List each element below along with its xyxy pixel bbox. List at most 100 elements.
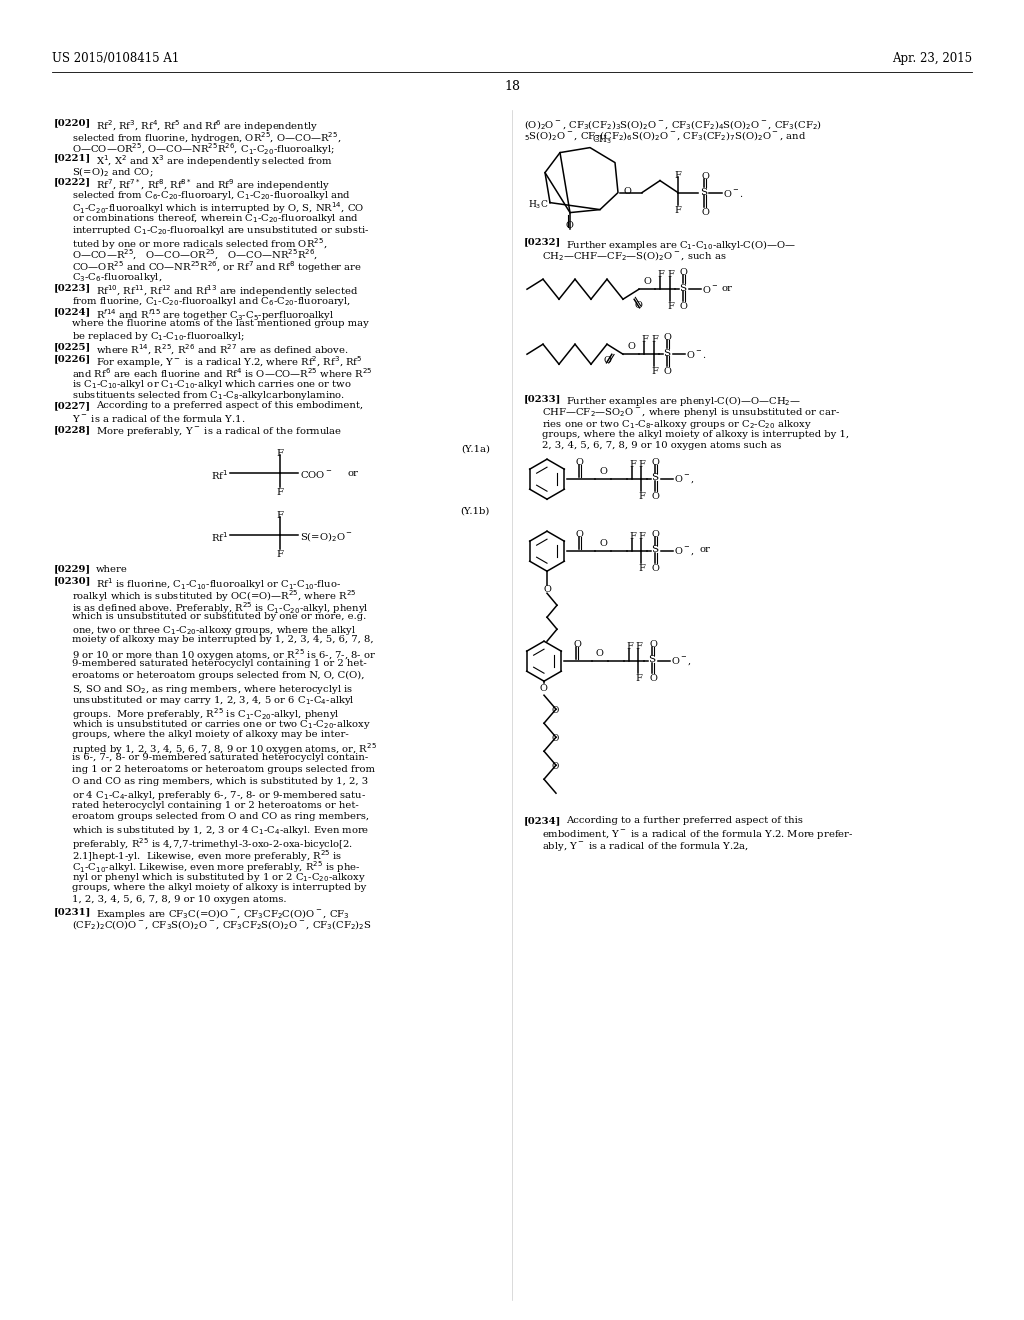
Text: ing 1 or 2 heteroatoms or heteroatom groups selected from: ing 1 or 2 heteroatoms or heteroatom gro… bbox=[72, 766, 375, 775]
Text: O: O bbox=[596, 649, 604, 659]
Text: F: F bbox=[276, 549, 283, 558]
Text: F: F bbox=[641, 335, 648, 345]
Text: S: S bbox=[648, 655, 655, 664]
Text: [0230]: [0230] bbox=[54, 577, 91, 585]
Text: 9-membered saturated heterocyclyl containing 1 or 2 het-: 9-membered saturated heterocyclyl contai… bbox=[72, 659, 367, 668]
Text: O: O bbox=[552, 762, 559, 771]
Text: COO$^-$: COO$^-$ bbox=[300, 469, 333, 479]
Text: S: S bbox=[700, 187, 708, 197]
Text: F: F bbox=[629, 461, 636, 469]
Text: ably, Y$^-$ is a radical of the formula Y.2a,: ably, Y$^-$ is a radical of the formula … bbox=[542, 840, 749, 853]
Text: is C$_1$-C$_{10}$-alkyl or C$_1$-C$_{10}$-alkyl which carries one or two: is C$_1$-C$_{10}$-alkyl or C$_1$-C$_{10}… bbox=[72, 378, 352, 391]
Text: [0223]: [0223] bbox=[54, 284, 91, 292]
Text: which is substituted by 1, 2, 3 or 4 C$_1$-C$_4$-alkyl. Even more: which is substituted by 1, 2, 3 or 4 C$_… bbox=[72, 824, 370, 837]
Text: F: F bbox=[626, 643, 633, 651]
Text: CO—OR$^{25}$ and CO—NR$^{25}$R$^{26}$, or Rf$^7$ and Rf$^8$ together are: CO—OR$^{25}$ and CO—NR$^{25}$R$^{26}$, o… bbox=[72, 260, 362, 276]
Text: CH$_3$: CH$_3$ bbox=[592, 133, 612, 147]
Text: O: O bbox=[599, 539, 607, 548]
Text: F: F bbox=[635, 643, 642, 651]
Text: (O)$_2$O$^-$, CF$_3$(CF$_2$)$_3$S(O)$_2$O$^-$, CF$_3$(CF$_2$)$_4$S(O)$_2$O$^-$, : (O)$_2$O$^-$, CF$_3$(CF$_2$)$_3$S(O)$_2$… bbox=[524, 117, 822, 132]
Text: [0231]: [0231] bbox=[54, 907, 91, 916]
Text: eroatoms or heteroatom groups selected from N, O, C(O),: eroatoms or heteroatom groups selected f… bbox=[72, 671, 365, 680]
Text: S, SO and SO$_2$, as ring members, where heterocyclyl is: S, SO and SO$_2$, as ring members, where… bbox=[72, 682, 353, 696]
Text: 18: 18 bbox=[504, 81, 520, 92]
Text: [0224]: [0224] bbox=[54, 306, 91, 315]
Text: embodiment, Y$^-$ is a radical of the formula Y.2. More prefer-: embodiment, Y$^-$ is a radical of the fo… bbox=[542, 828, 853, 841]
Text: groups, where the alkyl moiety of alkoxy is interrupted by 1,: groups, where the alkyl moiety of alkoxy… bbox=[542, 429, 849, 438]
Text: O: O bbox=[652, 531, 659, 539]
Text: groups, where the alkyl moiety of alkoxy is interrupted by: groups, where the alkyl moiety of alkoxy… bbox=[72, 883, 367, 892]
Text: F: F bbox=[674, 170, 681, 180]
Text: More preferably, Y$^-$ is a radical of the formulae: More preferably, Y$^-$ is a radical of t… bbox=[96, 425, 342, 438]
Text: C$_3$-C$_6$-fluoroalkyl,: C$_3$-C$_6$-fluoroalkyl, bbox=[72, 272, 162, 284]
Text: O$^-$,: O$^-$, bbox=[674, 545, 695, 557]
Text: Rf$^1$: Rf$^1$ bbox=[211, 531, 228, 544]
Text: O: O bbox=[652, 564, 659, 573]
Text: For example, Y$^-$ is a radical Y.2, where Rf$^2$, Rf$^3$, Rf$^5$: For example, Y$^-$ is a radical Y.2, whe… bbox=[96, 354, 362, 370]
Text: H$_3$C: H$_3$C bbox=[528, 198, 549, 211]
Text: F: F bbox=[674, 206, 681, 215]
Text: O$^-$,: O$^-$, bbox=[674, 473, 695, 484]
Text: Further examples are phenyl-C(O)—O—CH$_2$—: Further examples are phenyl-C(O)—O—CH$_2… bbox=[566, 395, 801, 408]
Text: O: O bbox=[599, 467, 607, 477]
Text: S: S bbox=[651, 473, 658, 482]
Text: (Y.1b): (Y.1b) bbox=[461, 507, 490, 516]
Text: O: O bbox=[664, 333, 672, 342]
Text: O$^-$.: O$^-$. bbox=[723, 187, 744, 198]
Text: F: F bbox=[276, 511, 283, 520]
Text: groups, where the alkyl moiety of alkoxy may be inter-: groups, where the alkyl moiety of alkoxy… bbox=[72, 730, 349, 739]
Text: F: F bbox=[638, 461, 645, 469]
Text: R$^{f14}$ and R$^{f15}$ are together C$_3$-C$_5$-perfluoroalkyl: R$^{f14}$ and R$^{f15}$ are together C$_… bbox=[96, 306, 334, 322]
Text: or combinations thereof, wherein C$_1$-C$_{20}$-fluoroalkyl and: or combinations thereof, wherein C$_1$-C… bbox=[72, 213, 358, 226]
Text: C$_1$-C$_{20}$-fluoroalkyl which is interrupted by O, S, NR$^{14}$, CO: C$_1$-C$_{20}$-fluoroalkyl which is inte… bbox=[72, 201, 365, 216]
Text: which is unsubstituted or carries one or two C$_1$-C$_{20}$-alkoxy: which is unsubstituted or carries one or… bbox=[72, 718, 371, 731]
Text: rupted by 1, 2, 3, 4, 5, 6, 7, 8, 9 or 10 oxygen atoms, or, R$^{25}$: rupted by 1, 2, 3, 4, 5, 6, 7, 8, 9 or 1… bbox=[72, 742, 377, 758]
Text: O: O bbox=[566, 220, 573, 230]
Text: O$^-$,: O$^-$, bbox=[671, 655, 692, 667]
Text: S(=O)$_2$O$^-$: S(=O)$_2$O$^-$ bbox=[300, 531, 353, 544]
Text: O: O bbox=[573, 640, 581, 649]
Text: Rf$^{10}$, Rf$^{11}$, Rf$^{12}$ and Rf$^{13}$ are independently selected: Rf$^{10}$, Rf$^{11}$, Rf$^{12}$ and Rf$^… bbox=[96, 284, 358, 300]
Text: F: F bbox=[276, 487, 283, 496]
Text: or: or bbox=[722, 284, 733, 293]
Text: O: O bbox=[649, 675, 656, 684]
Text: or: or bbox=[699, 545, 710, 554]
Text: F: F bbox=[667, 271, 674, 280]
Text: O: O bbox=[603, 356, 611, 366]
Text: O: O bbox=[652, 458, 659, 467]
Text: selected from fluorine, hydrogen, OR$^{25}$, O—CO—R$^{25}$,: selected from fluorine, hydrogen, OR$^{2… bbox=[72, 129, 341, 145]
Text: F: F bbox=[629, 532, 636, 541]
Text: [0227]: [0227] bbox=[54, 401, 91, 411]
Text: [0229]: [0229] bbox=[54, 565, 91, 574]
Text: O: O bbox=[680, 268, 688, 277]
Text: O: O bbox=[680, 302, 688, 312]
Text: Y$^-$ is a radical of the formula Y.1.: Y$^-$ is a radical of the formula Y.1. bbox=[72, 413, 246, 424]
Text: O: O bbox=[575, 531, 584, 539]
Text: O—CO—OR$^{25}$, O—CO—NR$^{25}$R$^{26}$, C$_1$-C$_{20}$-fluoroalkyl;: O—CO—OR$^{25}$, O—CO—NR$^{25}$R$^{26}$, … bbox=[72, 141, 335, 157]
Text: O: O bbox=[575, 458, 584, 467]
Text: O: O bbox=[664, 367, 672, 376]
Text: US 2015/0108415 A1: US 2015/0108415 A1 bbox=[52, 51, 179, 65]
Text: Examples are CF$_3$C(=O)O$^-$, CF$_3$CF$_2$C(O)O$^-$, CF$_3$: Examples are CF$_3$C(=O)O$^-$, CF$_3$CF$… bbox=[96, 907, 350, 921]
Text: F: F bbox=[651, 367, 657, 376]
Text: O: O bbox=[623, 186, 631, 195]
Text: [0233]: [0233] bbox=[524, 395, 561, 403]
Text: 9 or 10 or more than 10 oxygen atoms, or R$^{25}$ is 6-, 7-, 8- or: 9 or 10 or more than 10 oxygen atoms, or… bbox=[72, 647, 376, 663]
Text: ries one or two C$_1$-C$_8$-alkoxy groups or C$_2$-C$_{20}$ alkoxy: ries one or two C$_1$-C$_8$-alkoxy group… bbox=[542, 418, 812, 430]
Text: O: O bbox=[552, 734, 559, 743]
Text: O$^-$.: O$^-$. bbox=[686, 350, 707, 360]
Text: or: or bbox=[348, 469, 358, 478]
Text: O and CO as ring members, which is substituted by 1, 2, 3: O and CO as ring members, which is subst… bbox=[72, 777, 368, 785]
Text: Rf$^7$, Rf$^{7*}$, Rf$^8$, Rf$^{8*}$ and Rf$^9$ are independently: Rf$^7$, Rf$^{7*}$, Rf$^8$, Rf$^{8*}$ and… bbox=[96, 177, 331, 193]
Text: Apr. 23, 2015: Apr. 23, 2015 bbox=[892, 51, 972, 65]
Text: According to a preferred aspect of this embodiment,: According to a preferred aspect of this … bbox=[96, 401, 364, 411]
Text: where R$^{14}$, R$^{25}$, R$^{26}$ and R$^{27}$ are as defined above.: where R$^{14}$, R$^{25}$, R$^{26}$ and R… bbox=[96, 342, 349, 356]
Text: X$^1$, X$^2$ and X$^3$ are independently selected from: X$^1$, X$^2$ and X$^3$ are independently… bbox=[96, 153, 333, 169]
Text: [0234]: [0234] bbox=[524, 816, 561, 825]
Text: 1, 2, 3, 4, 5, 6, 7, 8, 9 or 10 oxygen atoms.: 1, 2, 3, 4, 5, 6, 7, 8, 9 or 10 oxygen a… bbox=[72, 895, 287, 904]
Text: from fluorine, C$_1$-C$_{20}$-fluoroalkyl and C$_6$-C$_{20}$-fluoroaryl,: from fluorine, C$_1$-C$_{20}$-fluoroalky… bbox=[72, 294, 351, 308]
Text: O$^-$: O$^-$ bbox=[702, 284, 719, 296]
Text: groups.  More preferably, R$^{25}$ is C$_1$-C$_{20}$-alkyl, phenyl: groups. More preferably, R$^{25}$ is C$_… bbox=[72, 706, 340, 722]
Text: F: F bbox=[638, 564, 645, 573]
Text: [0221]: [0221] bbox=[54, 153, 91, 162]
